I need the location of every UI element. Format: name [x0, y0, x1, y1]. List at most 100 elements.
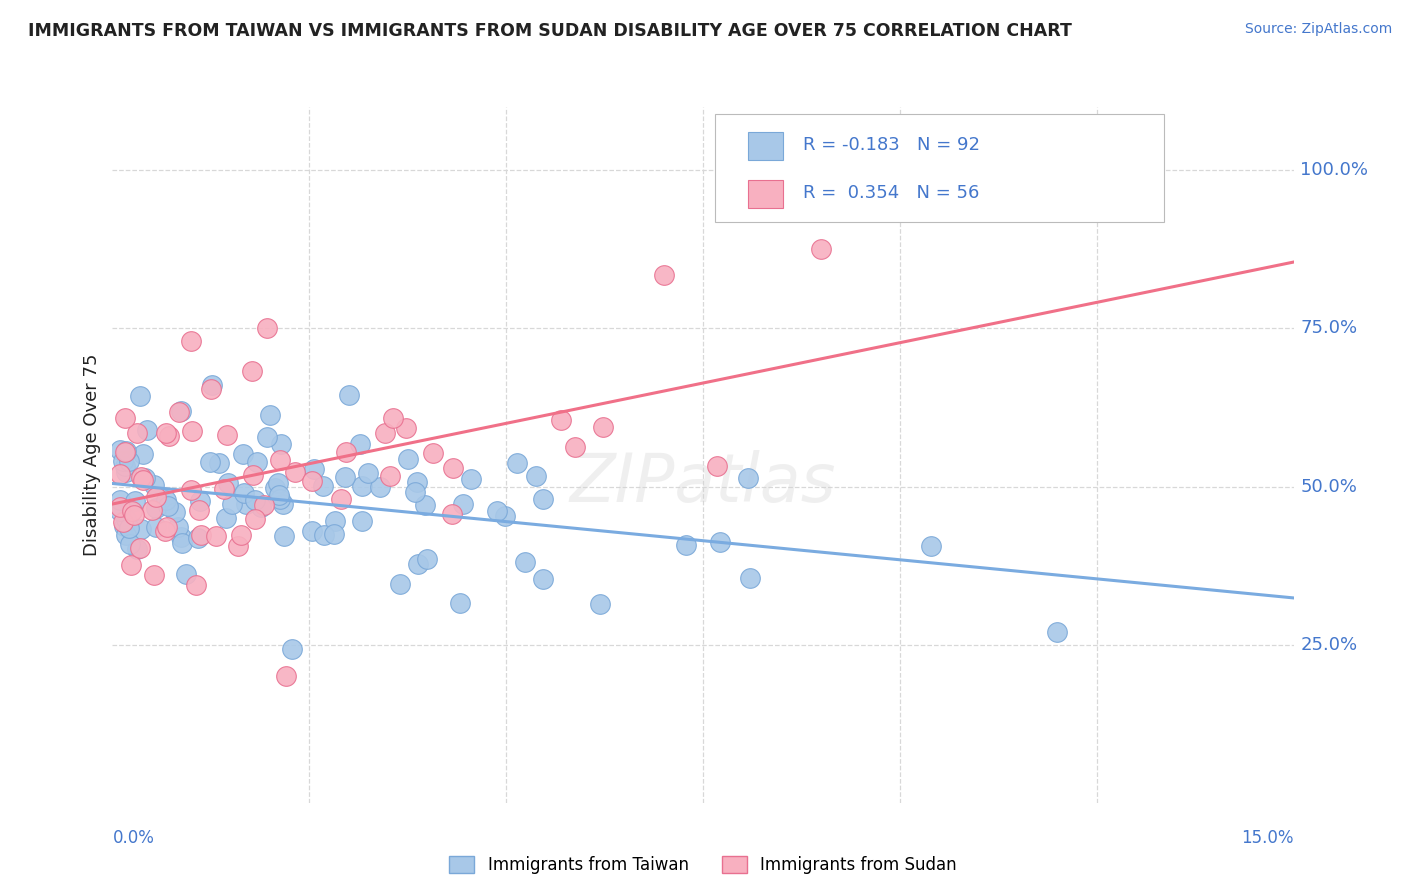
- Point: [253, 498, 276, 512]
- Point: [153, 524, 176, 539]
- Point: [212, 482, 235, 496]
- Point: [524, 468, 547, 483]
- Point: [242, 467, 264, 482]
- Point: [335, 444, 357, 458]
- Point: [155, 493, 177, 508]
- Point: [184, 578, 207, 592]
- Text: 0.0%: 0.0%: [112, 829, 155, 847]
- Point: [145, 490, 167, 504]
- Point: [706, 458, 728, 473]
- Point: [675, 538, 697, 552]
- Point: [506, 456, 529, 470]
- Point: [271, 497, 294, 511]
- Point: [167, 520, 190, 534]
- Point: [415, 551, 437, 566]
- FancyBboxPatch shape: [748, 131, 783, 160]
- Point: [118, 454, 141, 468]
- Y-axis label: Disability Age Over 75: Disability Age Over 75: [83, 353, 101, 557]
- Point: [118, 537, 141, 551]
- Point: [124, 493, 146, 508]
- Point: [413, 499, 436, 513]
- Point: [333, 470, 356, 484]
- Text: 25.0%: 25.0%: [1301, 636, 1358, 654]
- Point: [709, 534, 731, 549]
- Point: [121, 504, 143, 518]
- Point: [395, 421, 418, 435]
- Point: [229, 527, 252, 541]
- Point: [114, 444, 136, 458]
- Point: [494, 508, 516, 523]
- Point: [374, 425, 396, 440]
- Point: [589, 598, 612, 612]
- Point: [323, 527, 346, 541]
- Point: [323, 514, 346, 528]
- Point: [232, 447, 254, 461]
- Point: [246, 455, 269, 469]
- Point: [135, 423, 157, 437]
- Point: [337, 388, 360, 402]
- Point: [187, 503, 209, 517]
- Point: [114, 410, 136, 425]
- Point: [181, 424, 204, 438]
- Point: [550, 413, 572, 427]
- Point: [312, 479, 335, 493]
- Point: [269, 491, 291, 506]
- Point: [110, 442, 132, 457]
- Text: IMMIGRANTS FROM TAIWAN VS IMMIGRANTS FROM SUDAN DISABILITY AGE OVER 75 CORRELATI: IMMIGRANTS FROM TAIWAN VS IMMIGRANTS FRO…: [28, 22, 1071, 40]
- Legend: Immigrants from Taiwan, Immigrants from Sudan: Immigrants from Taiwan, Immigrants from …: [449, 856, 957, 874]
- Point: [737, 471, 759, 485]
- Point: [592, 420, 614, 434]
- Point: [531, 572, 554, 586]
- Point: [256, 321, 278, 335]
- Point: [349, 437, 371, 451]
- Point: [217, 428, 239, 442]
- Point: [129, 389, 152, 403]
- Point: [132, 474, 155, 488]
- Point: [273, 528, 295, 542]
- Point: [267, 476, 290, 491]
- Point: [143, 478, 166, 492]
- FancyBboxPatch shape: [714, 114, 1164, 222]
- Point: [267, 488, 290, 502]
- Point: [110, 500, 132, 514]
- Point: [221, 497, 243, 511]
- Point: [129, 469, 152, 483]
- Point: [405, 475, 427, 489]
- Point: [652, 268, 675, 282]
- Point: [486, 503, 509, 517]
- Point: [245, 493, 267, 508]
- Point: [422, 446, 444, 460]
- Point: [329, 491, 352, 506]
- Point: [124, 508, 146, 523]
- Point: [187, 531, 209, 545]
- Point: [564, 440, 586, 454]
- Point: [145, 520, 167, 534]
- Point: [1046, 625, 1069, 640]
- Text: R = -0.183   N = 92: R = -0.183 N = 92: [803, 136, 980, 153]
- Point: [280, 642, 302, 657]
- Text: 75.0%: 75.0%: [1301, 319, 1358, 337]
- Point: [115, 511, 138, 525]
- Point: [226, 539, 249, 553]
- Point: [451, 497, 474, 511]
- Point: [112, 518, 135, 533]
- Point: [810, 243, 832, 257]
- Point: [156, 499, 179, 513]
- Point: [127, 541, 149, 556]
- Point: [155, 426, 177, 441]
- Point: [350, 514, 373, 528]
- Point: [129, 541, 152, 555]
- Point: [201, 377, 224, 392]
- Point: [259, 408, 281, 422]
- Point: [114, 459, 136, 474]
- Point: [214, 511, 236, 525]
- Point: [156, 520, 179, 534]
- Point: [270, 437, 292, 451]
- Point: [240, 364, 263, 378]
- Point: [381, 411, 404, 425]
- Point: [198, 454, 221, 468]
- Point: [314, 528, 336, 542]
- Point: [129, 522, 152, 536]
- Point: [408, 558, 430, 572]
- Point: [250, 500, 273, 514]
